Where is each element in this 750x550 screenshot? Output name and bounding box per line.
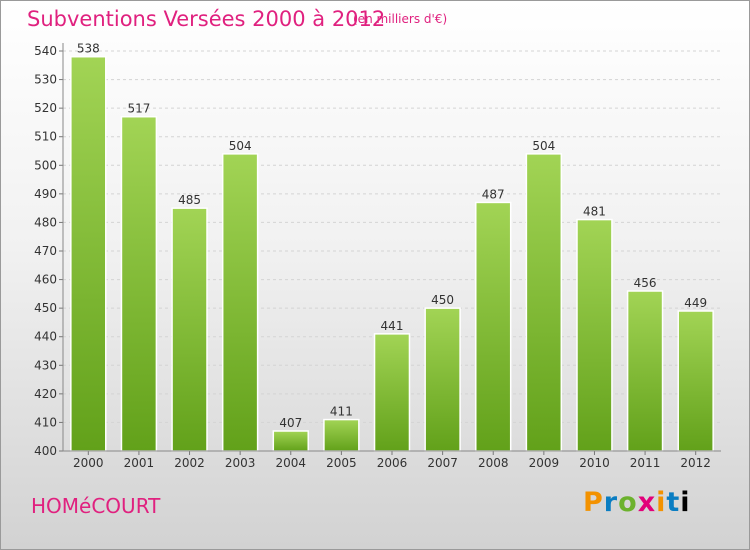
bar-value-label: 487 — [482, 187, 505, 201]
logo-letter: x — [637, 487, 657, 518]
axes: 400 410 420 430 440 450 460 470 480 490 500 510 520 5… — [34, 43, 721, 470]
y-tick-label: 400 — [34, 444, 57, 458]
bar-value-label: 504 — [229, 139, 252, 153]
x-tick-label: 2010 — [579, 456, 610, 470]
logo-letter: r — [603, 487, 619, 518]
bar-value-label: 441 — [381, 319, 404, 333]
data-labels: 538 517 485 504 407 411 441 450 487 504 481 456 449 — [77, 42, 707, 430]
x-tick-label: 2000 — [73, 456, 104, 470]
bar — [323, 418, 360, 452]
logo-letter: t — [666, 487, 681, 518]
x-tick-label: 2005 — [326, 456, 357, 470]
bar — [677, 310, 714, 452]
y-tick-label: 430 — [34, 358, 57, 372]
x-tick-label: 2004 — [275, 456, 306, 470]
bar-value-label: 449 — [684, 296, 707, 310]
city-name: HOMéCOURT — [31, 494, 161, 518]
logo-letter: P — [583, 487, 604, 518]
x-tick-label: 2003 — [225, 456, 256, 470]
bar — [221, 153, 259, 452]
bar — [525, 153, 563, 452]
bars — [70, 55, 714, 452]
bar — [626, 290, 664, 452]
logo-letter: i — [680, 487, 691, 518]
proxiti-logo[interactable]: Proxiti — [583, 487, 691, 518]
bar — [171, 207, 208, 452]
logo-letter: o — [618, 487, 638, 518]
x-tick-label: 2001 — [124, 456, 155, 470]
x-tick-label: 2008 — [478, 456, 509, 470]
bar — [70, 55, 107, 452]
x-tick-label: 2012 — [680, 456, 711, 470]
bar — [576, 218, 613, 452]
y-tick-label: 440 — [34, 330, 57, 344]
bar-value-label: 485 — [178, 193, 201, 207]
y-tick-label: 480 — [34, 215, 57, 229]
y-tick-label: 520 — [34, 101, 57, 115]
bar — [475, 201, 512, 452]
y-tick-label: 450 — [34, 301, 57, 315]
bar-value-label: 517 — [127, 102, 150, 116]
bar-value-label: 450 — [431, 293, 454, 307]
x-tick-label: 2007 — [427, 456, 458, 470]
bar — [120, 115, 158, 452]
y-tick-label: 470 — [34, 244, 57, 258]
chart-title: Subventions Versées 2000 à 2012 — [27, 7, 386, 31]
y-tick-label: 500 — [34, 158, 57, 172]
y-tick-label: 420 — [34, 387, 57, 401]
bar-value-label: 407 — [279, 416, 302, 430]
logo-letter: i — [656, 487, 667, 518]
bar — [424, 307, 461, 452]
bar-value-label: 481 — [583, 205, 606, 219]
bar-value-label: 538 — [77, 42, 100, 56]
x-tick-label: 2006 — [377, 456, 408, 470]
bar — [373, 333, 411, 452]
y-tick-label: 510 — [34, 130, 57, 144]
bar-value-label: 456 — [634, 276, 657, 290]
bar — [272, 430, 309, 452]
x-tick-label: 2002 — [174, 456, 205, 470]
y-tick-label: 460 — [34, 273, 57, 287]
bar-value-label: 411 — [330, 405, 353, 419]
chart-unit: (en milliers d'€) — [353, 12, 448, 26]
y-tick-label: 490 — [34, 187, 57, 201]
y-tick-label: 410 — [34, 415, 57, 429]
x-tick-label: 2009 — [529, 456, 560, 470]
y-tick-label: 540 — [34, 44, 57, 58]
y-tick-label: 530 — [34, 73, 57, 87]
x-tick-label: 2011 — [630, 456, 661, 470]
bar-value-label: 504 — [532, 139, 555, 153]
